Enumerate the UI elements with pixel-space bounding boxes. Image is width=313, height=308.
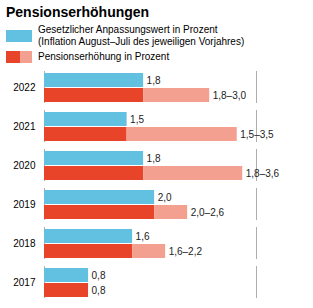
- svg-text:1,6: 1,6: [136, 231, 150, 242]
- html-text:Gesetzlicher Anpassungswert in: Gesetzlicher Anpassungswert in Prozent (…: [38, 24, 245, 47]
- svg-text:1,8: 1,8: [147, 153, 161, 164]
- svg-text:1,5–3,5: 1,5–3,5: [240, 129, 274, 140]
- svg-text:1,8: 1,8: [147, 75, 161, 86]
- svg-text:2022: 2022: [13, 82, 36, 93]
- svg-text:2018: 2018: [13, 238, 36, 249]
- svg-text:0,8: 0,8: [92, 285, 106, 296]
- svg-text:1,6–2,2: 1,6–2,2: [169, 246, 203, 257]
- html-text:Pensionserhöhungen: Pensionserhöhungen: [6, 4, 150, 20]
- svg-text:1,8–3,0: 1,8–3,0: [213, 90, 247, 101]
- svg-text:2,0–2,6: 2,0–2,6: [191, 207, 225, 218]
- html-text:Pensionserhöhung in Prozent: Pensionserhöhung in Prozent: [38, 51, 170, 62]
- svg-text:2021: 2021: [13, 121, 36, 132]
- svg-text:1,5: 1,5: [130, 114, 144, 125]
- svg-text:2019: 2019: [13, 199, 36, 210]
- svg-text:2017: 2017: [13, 277, 36, 288]
- svg-text:1,8–3,6: 1,8–3,6: [246, 168, 280, 179]
- svg-text:2,0: 2,0: [158, 192, 172, 203]
- svg-text:0,8: 0,8: [92, 270, 106, 281]
- svg-text:2020: 2020: [13, 160, 36, 171]
